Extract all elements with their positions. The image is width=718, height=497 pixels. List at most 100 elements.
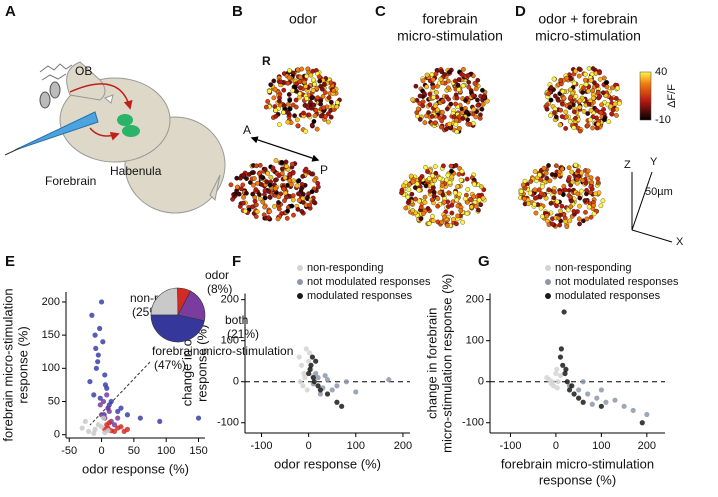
diagram-label: OB bbox=[75, 64, 92, 78]
neuron bbox=[281, 110, 286, 115]
legend-swatch bbox=[545, 265, 551, 271]
x-tick-label: 0 bbox=[98, 445, 104, 457]
neuron bbox=[304, 96, 309, 101]
neuron bbox=[262, 204, 267, 210]
pie-slice bbox=[177, 290, 206, 322]
neuron bbox=[316, 184, 321, 190]
neuron bbox=[571, 208, 577, 214]
neuron bbox=[421, 91, 427, 96]
neuron bbox=[432, 178, 437, 183]
neuron bbox=[580, 178, 586, 183]
neuron bbox=[415, 106, 421, 112]
neuron bbox=[564, 114, 569, 120]
neuron bbox=[480, 87, 485, 93]
neuron bbox=[613, 96, 619, 101]
neuron bbox=[319, 86, 325, 92]
neuron bbox=[557, 122, 563, 128]
point bbox=[334, 399, 340, 405]
neuron bbox=[283, 159, 289, 165]
neuron bbox=[268, 82, 274, 88]
neuron bbox=[573, 94, 579, 99]
neuron bbox=[567, 105, 573, 110]
point bbox=[324, 391, 331, 397]
neuron bbox=[543, 170, 549, 176]
point bbox=[571, 391, 577, 397]
neuron bbox=[427, 176, 432, 181]
x-tick-label: -50 bbox=[61, 445, 77, 457]
neuron bbox=[612, 101, 618, 107]
pie-slice bbox=[150, 314, 205, 343]
neuron bbox=[566, 165, 572, 171]
neuron bbox=[262, 195, 268, 201]
neuron bbox=[284, 163, 289, 169]
neuron bbox=[456, 87, 462, 92]
neuron bbox=[406, 182, 412, 188]
neuron bbox=[518, 189, 524, 194]
neuron bbox=[299, 209, 305, 214]
neuron bbox=[608, 103, 614, 109]
map-title: odor bbox=[289, 11, 317, 27]
neuron bbox=[581, 109, 587, 114]
neuron bbox=[573, 115, 578, 121]
neuron bbox=[584, 188, 589, 193]
neuron bbox=[606, 119, 612, 125]
point bbox=[564, 379, 570, 385]
neuron bbox=[433, 71, 439, 77]
orientation-label: A bbox=[243, 123, 251, 137]
neuron bbox=[410, 179, 416, 185]
point bbox=[297, 379, 303, 385]
neuron bbox=[615, 85, 620, 91]
legend-swatch bbox=[545, 279, 551, 285]
neuron bbox=[272, 87, 278, 92]
neuron bbox=[539, 191, 544, 197]
neuron bbox=[551, 195, 557, 201]
neuron bbox=[271, 95, 277, 101]
y-tick-label: 100 bbox=[42, 362, 60, 374]
neuron bbox=[546, 91, 552, 97]
neuron bbox=[302, 79, 307, 85]
y-axis-label: micro-stimulation response (%) bbox=[439, 274, 454, 453]
neuron bbox=[557, 212, 563, 218]
neuron bbox=[591, 211, 597, 217]
point bbox=[580, 399, 586, 405]
neuron bbox=[588, 117, 593, 123]
point bbox=[557, 372, 564, 379]
point bbox=[304, 387, 310, 393]
neuron-maps bbox=[228, 66, 622, 229]
neuron bbox=[597, 94, 603, 99]
y-axis-label: change in forebrain bbox=[424, 308, 439, 419]
neuron bbox=[577, 195, 583, 201]
neuron bbox=[455, 82, 461, 88]
point bbox=[89, 312, 95, 318]
neuron bbox=[586, 204, 592, 210]
neuron bbox=[473, 114, 479, 120]
neuron bbox=[568, 76, 574, 82]
neuron bbox=[326, 95, 332, 101]
neuron bbox=[423, 183, 429, 189]
neuron bbox=[434, 90, 439, 95]
neuron bbox=[254, 163, 259, 169]
x-axis-label: odor response (%) bbox=[274, 456, 381, 471]
neuron bbox=[424, 84, 429, 90]
neuron bbox=[262, 166, 268, 172]
point bbox=[86, 428, 92, 434]
point bbox=[589, 401, 595, 407]
neuron bbox=[244, 190, 249, 196]
neuron bbox=[302, 103, 308, 108]
point bbox=[157, 418, 163, 425]
neuron bbox=[551, 189, 557, 195]
neuron bbox=[472, 81, 478, 86]
neuron bbox=[270, 165, 276, 171]
neuron bbox=[581, 85, 586, 91]
orientation-label: P bbox=[320, 163, 328, 177]
point bbox=[612, 397, 618, 403]
neuron bbox=[312, 177, 317, 183]
neuron bbox=[582, 198, 588, 203]
neuron bbox=[279, 159, 285, 165]
neuron bbox=[577, 221, 582, 227]
neuron bbox=[566, 177, 571, 183]
point bbox=[124, 412, 131, 418]
neuron bbox=[440, 192, 446, 198]
x-tick-label: 100 bbox=[347, 440, 365, 452]
neuron bbox=[585, 168, 591, 174]
